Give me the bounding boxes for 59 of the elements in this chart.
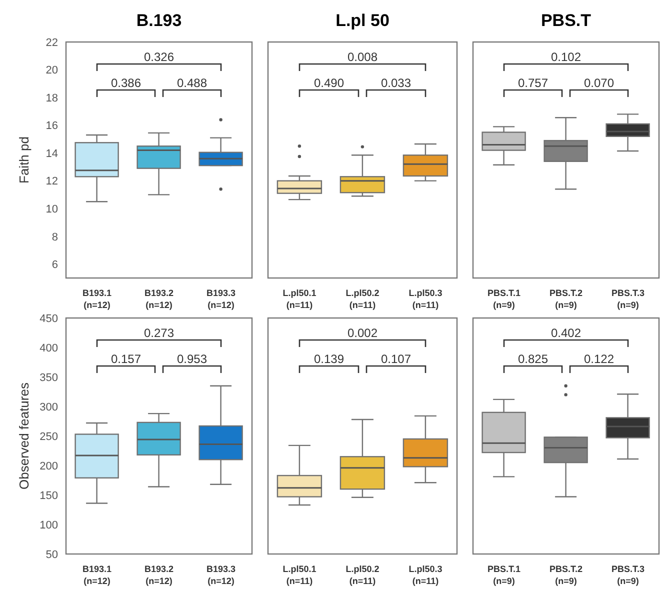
annotation: 0.953 (176, 352, 208, 366)
y-tick-label: 18 (46, 92, 58, 104)
annotation: 0.402 (550, 326, 582, 340)
y-tick-label: 50 (46, 548, 58, 561)
x-tick-label: PBS.T.3 (n=9) (611, 288, 645, 310)
annotation: 0.490 (314, 76, 344, 90)
annotation: 0.326 (144, 50, 174, 64)
annotation: 0.102 (550, 50, 582, 64)
y-tick-label: 200 (40, 460, 58, 472)
annotation: 0.488 (176, 76, 208, 90)
y-tick-label: 20 (46, 64, 58, 77)
y-tick-label: 16 (46, 120, 58, 132)
annotation: 0.070 (584, 76, 614, 90)
y-tick-label: 300 (40, 401, 58, 414)
x-tick-label: B193.3 (n=12) (206, 288, 236, 310)
annotation: 0.122 (584, 352, 614, 366)
x-tick-label: PBS.T.2 (n=9) (549, 564, 583, 586)
y-tick-label: 10 (46, 203, 58, 216)
annotation: 0.008 (347, 50, 378, 64)
x-tick-label: L.pl50.3 (n=11) (408, 564, 442, 586)
y-tick-label: 400 (40, 342, 58, 354)
y-axis-title: Faith pd (16, 136, 32, 184)
annotation: 0.157 (110, 352, 142, 366)
y-tick-label: 450 (40, 312, 58, 325)
x-tick-label: L.pl50.2 (n=11) (346, 288, 380, 310)
x-tick-label: PBS.T.1 (n=9) (487, 288, 521, 310)
x-tick-label: L.pl50.3 (n=11) (408, 288, 442, 310)
y-tick-label: 100 (40, 519, 58, 532)
chart-title: L.pl 50 (334, 10, 390, 32)
annotation: 0.757 (518, 76, 548, 90)
y-tick-label: 14 (46, 148, 58, 160)
x-tick-label: PBS.T.3 (n=9) (611, 564, 645, 586)
x-tick-label: B193.1 (n=12) (82, 288, 112, 310)
chart-title: B.193 (135, 10, 183, 32)
x-tick-label: B193.3 (n=12) (206, 564, 236, 586)
annotation: 0.033 (380, 76, 412, 90)
y-tick-label: 22 (46, 36, 58, 49)
y-tick-label: 350 (40, 372, 58, 384)
y-axis-title: Observed features (16, 382, 32, 490)
x-tick-label: L.pl50.2 (n=11) (346, 564, 380, 586)
y-tick-label: 8 (52, 231, 58, 244)
annotation: 0.825 (518, 352, 548, 366)
x-tick-label: B193.2 (n=12) (144, 564, 174, 586)
y-tick-label: 12 (46, 176, 58, 188)
y-tick-label: 250 (40, 430, 58, 443)
x-tick-label: B193.1 (n=12) (82, 564, 112, 586)
annotation: 0.002 (347, 326, 378, 340)
annotation: 0.139 (314, 352, 344, 366)
x-tick-label: PBS.T.2 (n=9) (549, 288, 583, 310)
x-tick-label: PBS.T.1 (n=9) (487, 564, 521, 586)
annotation: 0.273 (144, 326, 174, 340)
y-tick-label: 150 (40, 490, 58, 502)
x-tick-label: L.pl50.1 (n=11) (282, 288, 316, 310)
annotation: 0.386 (110, 76, 142, 90)
x-tick-label: L.pl50.1 (n=11) (282, 564, 316, 586)
y-tick-label: 6 (52, 259, 58, 272)
annotation: 0.107 (380, 352, 412, 366)
x-tick-label: B193.2 (n=12) (144, 288, 174, 310)
chart-title: PBS.T (540, 10, 592, 32)
